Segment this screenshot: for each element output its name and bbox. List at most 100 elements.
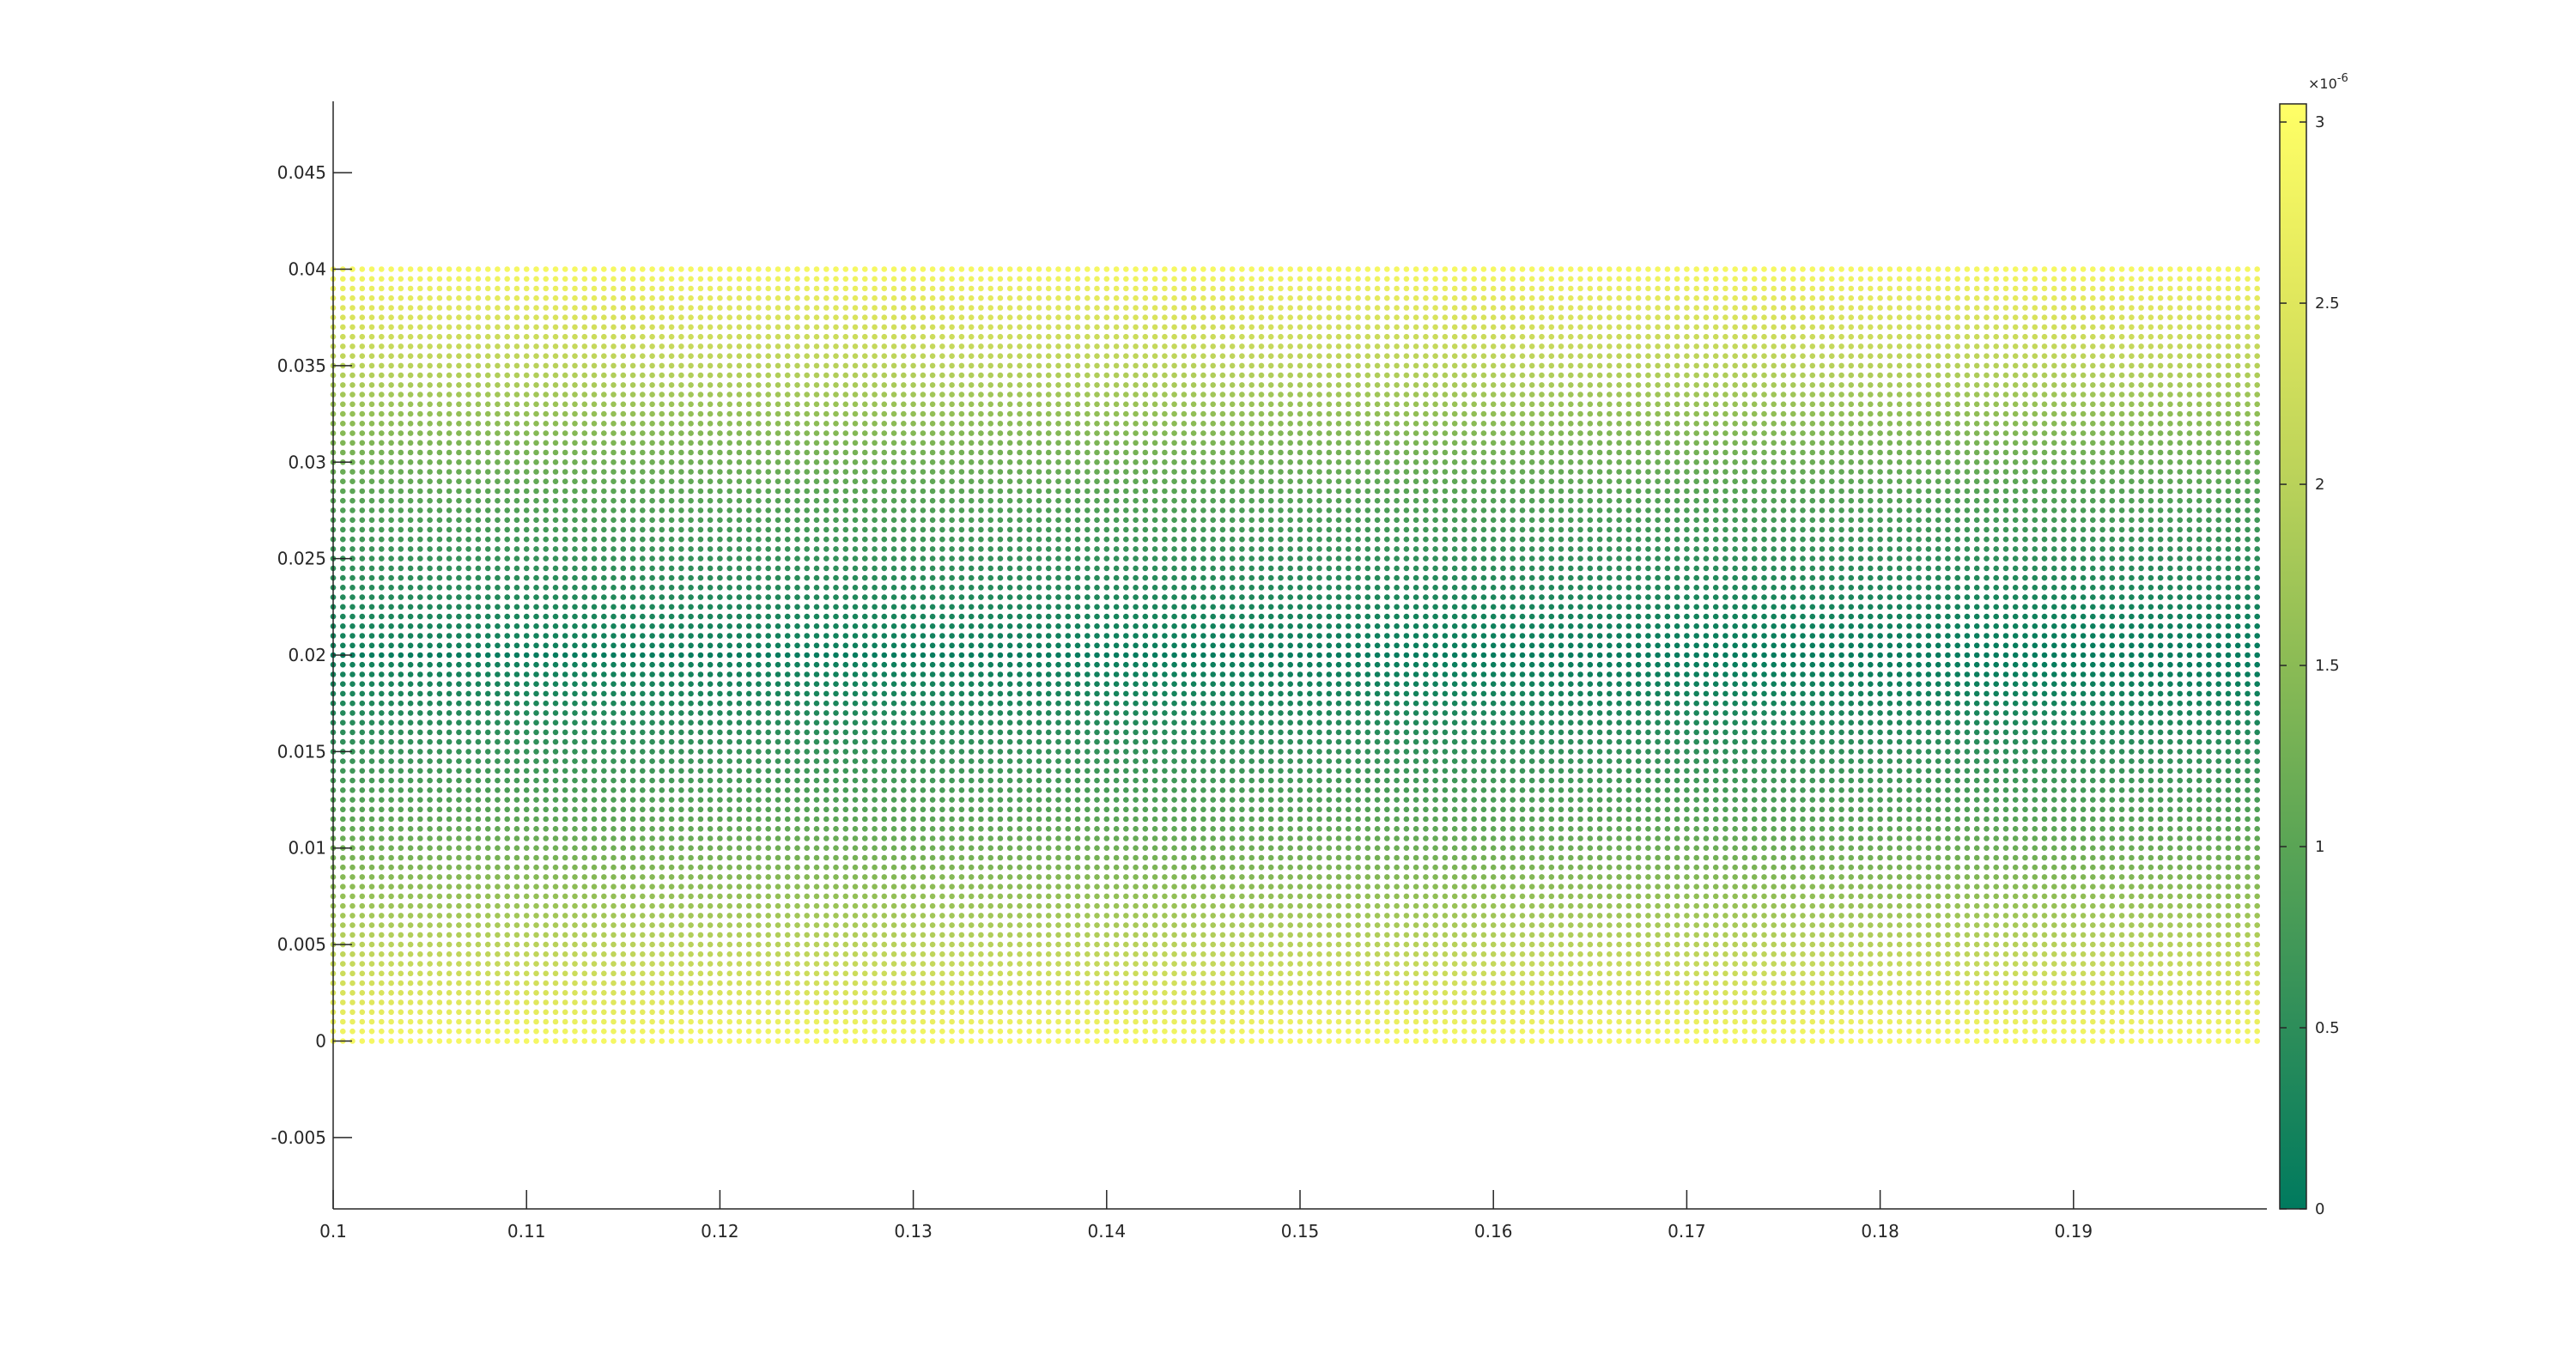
scatter-point — [1809, 932, 1816, 938]
scatter-point — [2234, 932, 2241, 938]
scatter-point — [1133, 902, 1139, 909]
scatter-point — [504, 826, 510, 832]
scatter-point — [1500, 970, 1506, 977]
scatter-point — [1026, 970, 1032, 977]
scatter-point — [611, 999, 617, 1005]
scatter-point — [1451, 932, 1458, 938]
scatter-point — [1886, 883, 1893, 890]
scatter-point — [1017, 835, 1023, 841]
scatter-point — [1249, 1038, 1255, 1044]
scatter-point — [1210, 835, 1216, 841]
scatter-point — [1461, 922, 1467, 928]
scatter-point — [398, 835, 404, 841]
scatter-point — [552, 990, 559, 996]
scatter-point — [1829, 864, 1835, 871]
scatter-point — [543, 999, 549, 1005]
scatter-point — [601, 970, 607, 977]
scatter-point — [2177, 854, 2183, 861]
scatter-point — [1528, 864, 1535, 871]
scatter-point — [1984, 961, 1990, 967]
scatter-point — [1278, 806, 1284, 813]
scatter-point — [1607, 816, 1613, 823]
scatter-point — [1316, 893, 1322, 900]
scatter-point — [1229, 845, 1236, 851]
scatter-point — [1664, 961, 1671, 967]
scatter-point — [1423, 835, 1429, 841]
scatter-point — [2245, 999, 2251, 1005]
scatter-point — [1916, 826, 1922, 832]
scatter-point — [1074, 1038, 1081, 1044]
scatter-point — [1809, 941, 1816, 948]
scatter-point — [688, 951, 694, 957]
scatter-point — [1751, 1038, 1758, 1044]
scatter-point — [1423, 990, 1429, 996]
scatter-point — [852, 941, 859, 948]
scatter-point — [813, 990, 820, 996]
scatter-point — [1819, 932, 1826, 938]
scatter-point — [1519, 951, 1526, 957]
scatter-point — [1346, 961, 1352, 967]
scatter-point — [1355, 990, 1361, 996]
scatter-point — [862, 826, 868, 832]
scatter-point — [1074, 951, 1081, 957]
scatter-point — [688, 961, 694, 967]
scatter-point — [668, 883, 675, 890]
scatter-point — [2051, 806, 2057, 813]
scatter-point — [1528, 816, 1535, 823]
scatter-point — [1741, 941, 1748, 948]
scatter-point — [2090, 854, 2096, 861]
scatter-point — [1655, 1009, 1661, 1016]
scatter-point — [804, 1018, 810, 1025]
scatter-point — [852, 874, 859, 880]
scatter-point — [2225, 999, 2232, 1005]
scatter-point — [813, 864, 820, 871]
scatter-point — [1519, 902, 1526, 909]
scatter-point — [1712, 922, 1719, 928]
scatter-point — [2157, 922, 2164, 928]
scatter-point — [475, 835, 482, 841]
scatter-point — [1423, 961, 1429, 967]
scatter-point — [446, 932, 453, 938]
scatter-point — [1945, 922, 1951, 928]
scatter-point — [379, 1018, 385, 1025]
scatter-point — [2206, 874, 2212, 880]
scatter-point — [1384, 854, 1390, 861]
scatter-point — [1094, 1038, 1100, 1044]
scatter-point — [456, 980, 462, 987]
scatter-point — [601, 806, 607, 813]
scatter-point — [533, 854, 539, 861]
scatter-point — [1471, 999, 1477, 1005]
scatter-point — [1857, 990, 1864, 996]
scatter-point — [1945, 874, 1951, 880]
scatter-point — [446, 854, 453, 861]
scatter-point — [1278, 1009, 1284, 1016]
scatter-point — [1249, 970, 1255, 977]
scatter-point — [359, 932, 366, 938]
scatter-point — [1278, 961, 1284, 967]
scatter-point — [1307, 932, 1313, 938]
scatter-point — [1916, 874, 1922, 880]
scatter-point — [1741, 970, 1748, 977]
scatter-point — [1151, 835, 1158, 841]
scatter-point — [368, 845, 375, 851]
scatter-point — [2032, 883, 2038, 890]
scatter-point — [1316, 883, 1322, 890]
scatter-point — [852, 999, 859, 1005]
scatter-point — [1771, 893, 1777, 900]
scatter-point — [823, 961, 829, 967]
scatter-point — [1635, 951, 1642, 957]
scatter-point — [436, 1038, 443, 1044]
scatter-point — [890, 970, 897, 977]
scatter-point — [1316, 922, 1322, 928]
scatter-point — [1394, 874, 1400, 880]
scatter-point — [1364, 1038, 1371, 1044]
scatter-point — [862, 932, 868, 938]
scatter-point — [1045, 913, 1052, 919]
scatter-point — [1645, 1009, 1651, 1016]
scatter-point — [1326, 816, 1333, 823]
scatter-point — [581, 826, 588, 832]
scatter-point — [1645, 826, 1651, 832]
scatter-point — [513, 970, 520, 977]
scatter-point — [1741, 806, 1748, 813]
scatter-point — [533, 845, 539, 851]
